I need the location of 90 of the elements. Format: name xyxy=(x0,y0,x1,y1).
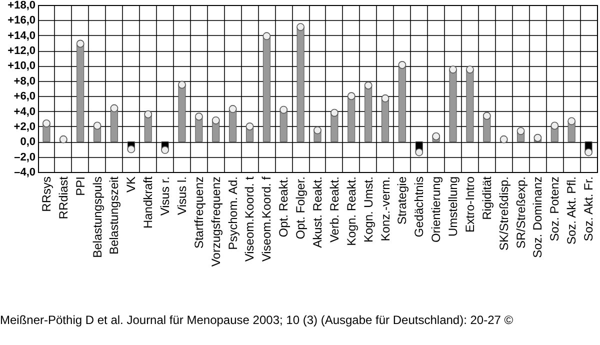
point xyxy=(194,112,203,121)
bar xyxy=(449,69,457,142)
bar xyxy=(348,96,356,142)
bar xyxy=(76,43,84,142)
x-tick-label: Viseom.Koord. f xyxy=(260,176,274,262)
y-tick-label: +18,0 xyxy=(8,0,36,12)
x-tick-label: Opt. Reakt. xyxy=(276,176,291,238)
x-tick-label: SR/Streßexp. xyxy=(514,176,528,249)
x-tick-label: Extro-Intro xyxy=(462,176,477,233)
bar xyxy=(466,69,474,142)
x-tick-label: Belastungspuls xyxy=(90,176,104,258)
point xyxy=(144,110,152,118)
y-tick-label: +6,0 xyxy=(14,90,36,103)
point xyxy=(161,146,169,154)
point xyxy=(330,108,338,117)
point xyxy=(246,122,254,130)
point xyxy=(432,132,440,140)
x-tick-label: Verb. Reakt. xyxy=(327,176,342,243)
point xyxy=(59,135,68,144)
y-tick-label: 0,0 xyxy=(20,136,36,148)
x-tick-label: Vorzugsfrequenz xyxy=(208,176,223,267)
y-tick-label: +12,0 xyxy=(8,45,36,58)
x-tick-label: PPI xyxy=(73,176,88,196)
point xyxy=(398,61,406,69)
x-tick-label: Strategie xyxy=(395,176,410,225)
point xyxy=(415,148,424,156)
point xyxy=(466,66,474,74)
text: Meißner-Pöthig D et al. Journal für Menopause 2003; 10 (3) (Ausgabe für Deutschland): 20-27 © xyxy=(0,313,514,327)
x-tick-label: Startfrequenz xyxy=(192,176,206,249)
bar xyxy=(178,84,186,142)
x-tick-label: Handkraft xyxy=(141,176,156,229)
point xyxy=(364,82,372,90)
x-tick-label: Orientierung xyxy=(429,176,444,243)
x-tick-label: Soz. Potenz xyxy=(548,176,562,242)
y-tick-label: +14,0 xyxy=(8,30,36,42)
y-tick-label: +4,0 xyxy=(14,106,36,118)
point xyxy=(550,122,559,130)
point xyxy=(280,106,288,114)
y-tick-label: –4,0 xyxy=(14,166,36,178)
x-tick-label: VK xyxy=(124,176,138,193)
point xyxy=(584,148,592,156)
point xyxy=(127,145,136,154)
point xyxy=(568,117,576,126)
point xyxy=(534,134,542,142)
x-tick-label: Kogn. Umst. xyxy=(361,176,376,243)
point xyxy=(482,112,491,120)
point xyxy=(42,119,50,128)
x-tick-label: Akust. Reakt. xyxy=(310,176,324,248)
y-tick-label: +10,0 xyxy=(8,60,36,72)
bar xyxy=(262,36,270,142)
x-tick-label: Visus l. xyxy=(174,176,189,215)
point xyxy=(296,23,304,31)
point xyxy=(212,116,220,124)
bar xyxy=(398,64,406,142)
point xyxy=(516,127,525,135)
point xyxy=(347,92,356,100)
x-tick-label: RRsys xyxy=(39,176,54,212)
x-tick-label: Rigidität xyxy=(480,176,494,220)
point xyxy=(449,66,457,74)
point xyxy=(110,104,118,112)
point xyxy=(262,32,271,40)
point xyxy=(500,135,508,144)
y-tick-label: +2,0 xyxy=(14,120,36,133)
point xyxy=(93,122,102,130)
point xyxy=(76,40,84,48)
x-tick-label: Umstellung xyxy=(446,176,460,237)
y-tick-label: +16,0 xyxy=(8,14,36,27)
x-tick-label: RRdiast xyxy=(56,176,70,220)
y-tick-label: –2,0 xyxy=(14,151,36,164)
point xyxy=(381,94,390,102)
point xyxy=(178,80,186,89)
bar xyxy=(364,85,372,142)
x-tick-label: Soz. Akt. Pfl. xyxy=(564,176,579,245)
x-tick-label: SK/Streßdisp. xyxy=(496,176,511,251)
x-tick-label: Soz. Dominanz xyxy=(530,176,545,258)
point xyxy=(314,126,322,134)
x-tick-label: Visus r. xyxy=(158,176,172,216)
x-tick-label: Kogn. Reakt. xyxy=(344,176,358,246)
x-tick-label: Soz. Akt. Fr. xyxy=(582,176,596,242)
bar xyxy=(229,108,237,142)
y-tick-label: +8,0 xyxy=(14,75,36,88)
bar xyxy=(296,26,304,142)
x-tick-label: Opt. Folger. xyxy=(294,176,308,240)
x-tick-label: Belastungszeit xyxy=(107,176,122,255)
x-tick-label: Psychom. Ad. xyxy=(226,176,240,250)
x-tick-label: Konz.-verm. xyxy=(378,176,392,242)
bar xyxy=(382,98,390,142)
point xyxy=(228,105,237,113)
x-tick-label: Viseom.Koord. t xyxy=(242,176,257,262)
x-tick-label: Gedächtnis xyxy=(412,176,426,238)
